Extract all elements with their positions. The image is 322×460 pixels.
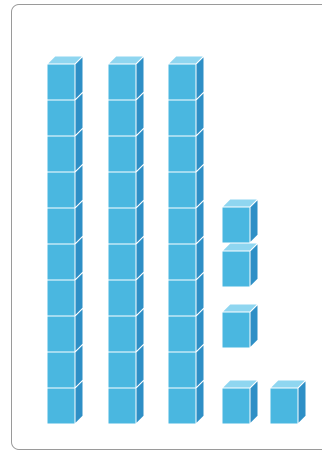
unit-cube: [268, 378, 308, 426]
ten-rod: [166, 54, 206, 426]
unit-cube: [220, 241, 260, 289]
ten-rod: [45, 54, 85, 426]
unit-cube: [220, 378, 260, 426]
ten-rod: [106, 54, 146, 426]
unit-cube: [220, 197, 260, 245]
unit-cube: [220, 302, 260, 350]
